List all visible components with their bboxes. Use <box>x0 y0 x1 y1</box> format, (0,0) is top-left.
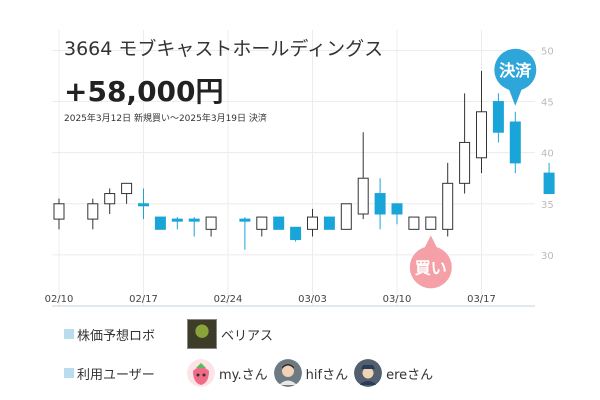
candle <box>188 217 200 237</box>
candle-body <box>53 203 65 220</box>
candle-body <box>391 203 403 215</box>
candle <box>154 216 166 230</box>
robot-name[interactable]: ベリアス <box>221 328 274 344</box>
candle-body <box>357 177 369 215</box>
candle-body <box>492 101 504 133</box>
users-legend-label: 利用ユーザー <box>77 367 155 383</box>
x-tick-label: 02/10 <box>45 294 74 305</box>
candle <box>476 70 487 174</box>
user-ere[interactable]: ereさん <box>354 359 439 387</box>
candle <box>374 178 386 230</box>
x-tick-label: 02/24 <box>214 294 243 305</box>
stock-title: 3664 モブキャストホールディングス <box>64 38 384 60</box>
x-tick-label: 02/17 <box>129 294 158 305</box>
robot-legend-row: 株価予想ロボ ベリアス <box>64 318 279 350</box>
axis-layer: 30 35 40 45 50 02/10 02/17 02/24 03/03 03/10 03/17 <box>45 46 554 307</box>
candle <box>171 217 183 230</box>
candle-body <box>138 203 149 207</box>
candle-body <box>273 216 285 230</box>
candle <box>205 216 217 237</box>
candle-body <box>408 216 420 230</box>
marker-badge <box>409 246 452 289</box>
candle-body <box>476 111 487 159</box>
y-tick-label: 30 <box>541 251 554 262</box>
user-hif[interactable]: hifさん <box>273 359 354 387</box>
candle <box>121 182 133 204</box>
settle-marker: 決済 <box>494 48 537 106</box>
candle-body <box>307 216 318 230</box>
candle <box>53 198 65 230</box>
user-my[interactable]: my.さん <box>187 359 274 387</box>
candle <box>138 188 149 220</box>
y-tick-label: 45 <box>541 98 554 109</box>
candle <box>256 216 268 237</box>
marker-label: 買い <box>415 258 447 277</box>
candle-body <box>171 218 183 222</box>
candle-layer <box>53 70 555 250</box>
candle-body <box>104 193 116 205</box>
robot-avatar-icon[interactable] <box>187 319 217 349</box>
candle-body <box>87 203 99 220</box>
x-tick-label: 03/03 <box>298 294 327 305</box>
candle-body <box>205 216 217 230</box>
candle <box>509 111 521 174</box>
man-avatar-icon <box>273 359 302 387</box>
candle <box>340 203 352 230</box>
candle <box>357 132 369 220</box>
candle <box>425 216 437 230</box>
candle-body <box>543 172 555 195</box>
x-tick-label: 03/17 <box>467 294 496 305</box>
candle <box>543 162 555 195</box>
users-legend-row: 利用ユーザー my.さん hifさん ereさん <box>64 357 439 389</box>
candle <box>492 93 504 143</box>
candle <box>273 216 285 230</box>
candle <box>104 188 116 214</box>
candle <box>290 226 302 242</box>
profit-amount: +58,000円 <box>64 75 224 108</box>
y-tick-label: 35 <box>541 200 554 211</box>
legend-square-icon <box>64 368 74 378</box>
candle-body <box>256 216 268 230</box>
candle <box>391 203 403 225</box>
marker-pointer <box>508 87 523 106</box>
candle-body <box>121 182 133 195</box>
candle <box>459 93 471 194</box>
candle-body <box>323 216 335 230</box>
y-tick-label: 50 <box>541 46 554 57</box>
marker-layer: 買い 決済 <box>409 48 537 289</box>
candle-body <box>290 226 302 241</box>
candle <box>87 198 99 230</box>
robot-legend-label: 株価予想ロボ <box>77 328 156 344</box>
x-tick-label: 03/10 <box>383 294 412 305</box>
candle-body <box>154 216 166 230</box>
strawberry-avatar-icon <box>187 359 215 387</box>
y-tick-label: 40 <box>541 149 554 160</box>
user-name: my.さん <box>219 367 268 383</box>
candle-body <box>442 182 454 230</box>
marker-label: 決済 <box>499 61 532 80</box>
candle-body <box>340 203 352 230</box>
candle-body <box>509 121 521 164</box>
buy-marker: 買い <box>409 235 452 289</box>
candle-body <box>239 218 251 222</box>
candle <box>307 208 318 237</box>
candle <box>408 216 420 230</box>
candle <box>442 162 454 237</box>
candle <box>239 217 251 250</box>
officer-avatar-icon <box>354 359 383 387</box>
candle-body <box>425 216 437 230</box>
candle-body <box>374 193 386 215</box>
legend-square-icon <box>64 329 74 339</box>
user-name: ereさん <box>386 367 434 383</box>
marker-pointer <box>423 235 438 250</box>
marker-badge <box>494 48 537 91</box>
trade-period: 2025年3月12日 新規買い〜2025年3月19日 決済 <box>64 114 267 124</box>
candle <box>323 216 335 230</box>
user-name: hifさん <box>305 367 349 383</box>
candle-body <box>459 141 471 184</box>
candle-body <box>188 218 200 222</box>
